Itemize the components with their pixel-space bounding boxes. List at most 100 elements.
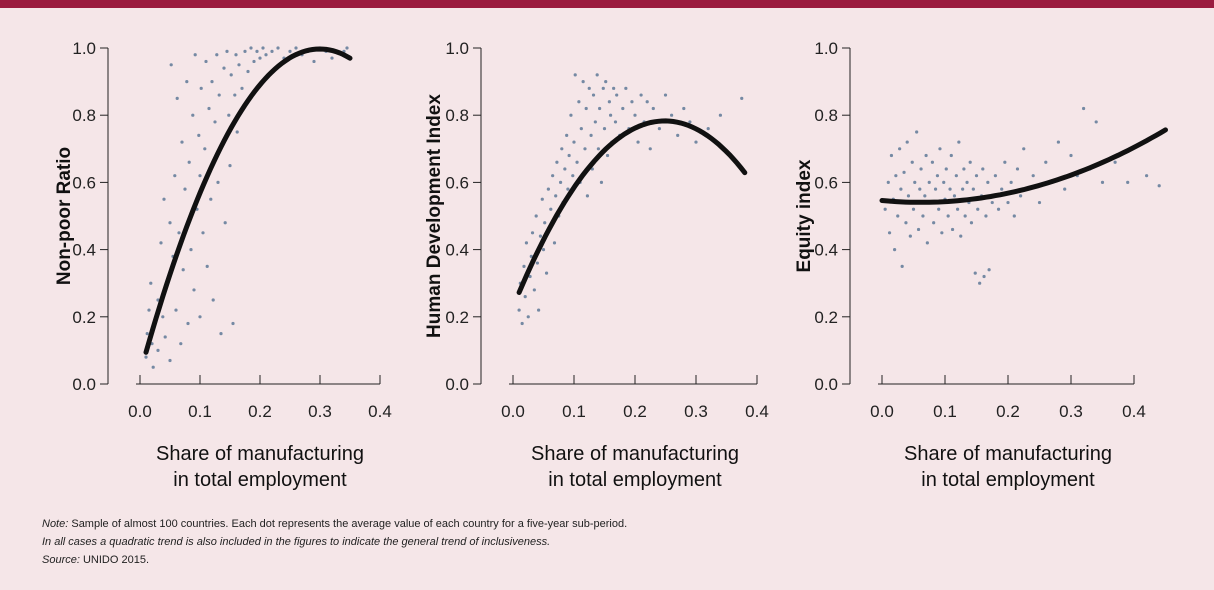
data-point: [899, 187, 903, 191]
data-point: [264, 53, 268, 57]
data-point: [973, 271, 977, 275]
data-point: [581, 80, 585, 84]
data-point: [1145, 174, 1149, 178]
data-point: [198, 174, 202, 178]
data-point: [615, 93, 619, 97]
x-tick-label: 0.1: [933, 402, 957, 421]
data-point: [181, 268, 185, 272]
data-point: [962, 167, 966, 171]
data-point: [544, 271, 549, 275]
data-point: [571, 174, 575, 178]
data-point: [605, 153, 610, 158]
data-point: [1012, 214, 1016, 218]
data-point: [225, 49, 229, 53]
data-point: [534, 214, 538, 218]
data-point: [969, 221, 974, 225]
data-point: [235, 130, 239, 134]
data-point: [898, 147, 902, 151]
data-point: [604, 80, 608, 84]
y-tick-label: 1.0: [445, 39, 469, 58]
data-point: [276, 46, 280, 50]
data-point: [1056, 140, 1060, 144]
data-point: [294, 46, 298, 50]
data-point: [688, 120, 692, 124]
y-axis-label: Human Development Index: [424, 94, 445, 338]
data-point: [549, 207, 553, 211]
data-point: [944, 167, 948, 171]
data-point: [996, 207, 1001, 211]
data-point: [676, 133, 680, 137]
data-point: [205, 264, 209, 268]
data-point: [1019, 194, 1023, 198]
data-point: [537, 308, 541, 312]
x-tick-label: 0.0: [870, 402, 894, 421]
data-point: [191, 113, 195, 117]
data-point: [925, 241, 929, 245]
data-point: [1063, 187, 1067, 191]
data-point: [231, 321, 235, 326]
data-point: [935, 174, 940, 178]
data-point: [551, 174, 555, 178]
top-accent-bar: [0, 0, 1214, 8]
data-point: [330, 56, 334, 60]
trend-line: [516, 118, 748, 295]
data-point: [186, 321, 190, 326]
data-point: [198, 315, 202, 319]
data-point: [229, 73, 233, 77]
y-tick-label: 0.0: [814, 375, 838, 394]
data-point: [584, 106, 588, 111]
x-tick-label: 0.4: [1122, 402, 1146, 421]
data-point: [1113, 160, 1117, 164]
data-point: [563, 167, 567, 171]
data-point: [252, 59, 256, 64]
data-point: [930, 160, 935, 164]
data-point: [609, 113, 613, 117]
data-point: [952, 194, 957, 198]
data-point: [942, 180, 946, 184]
data-point: [168, 358, 172, 363]
data-point: [161, 315, 165, 319]
data-point: [587, 86, 591, 90]
data-point: [159, 241, 163, 245]
data-point: [270, 49, 274, 53]
data-point: [924, 153, 928, 158]
data-point: [636, 140, 640, 144]
data-point: [204, 59, 208, 64]
note-line-1: Note: Sample of almost 100 countries. Ea…: [42, 515, 627, 533]
data-point: [940, 231, 944, 235]
data-point: [517, 308, 521, 312]
x-axis-label-line: Share of manufacturing: [156, 443, 364, 465]
x-tick-label: 0.1: [188, 402, 212, 421]
data-point: [599, 180, 604, 184]
data-point: [915, 130, 919, 134]
data-point: [566, 187, 570, 191]
data-point: [237, 63, 241, 67]
data-point: [1082, 106, 1086, 111]
data-point: [522, 264, 526, 268]
charts-figure: 0.00.20.40.60.81.00.0 0.1 0.2 0.3 0.4Non-poo…: [54, 39, 1168, 491]
data-point: [528, 274, 532, 279]
data-point: [957, 140, 961, 144]
data-point: [174, 308, 178, 312]
x-axis-label-line: in total employment: [548, 469, 722, 491]
data-point: [900, 264, 904, 268]
data-point: [974, 174, 979, 178]
data-point: [902, 170, 906, 174]
data-point: [889, 153, 894, 158]
data-point: [602, 127, 607, 131]
x-tick-label: 0.3: [684, 402, 708, 421]
data-point: [524, 241, 529, 245]
data-point: [910, 160, 914, 164]
data-point: [219, 332, 223, 336]
source-label: Source:: [42, 554, 80, 566]
data-point: [1157, 184, 1161, 188]
data-point: [694, 140, 698, 144]
data-point: [956, 207, 960, 211]
data-point: [163, 335, 167, 339]
data-point: [573, 73, 577, 77]
data-point: [893, 248, 897, 252]
data-point: [156, 348, 160, 352]
data-point: [913, 180, 917, 184]
data-point: [217, 93, 221, 97]
